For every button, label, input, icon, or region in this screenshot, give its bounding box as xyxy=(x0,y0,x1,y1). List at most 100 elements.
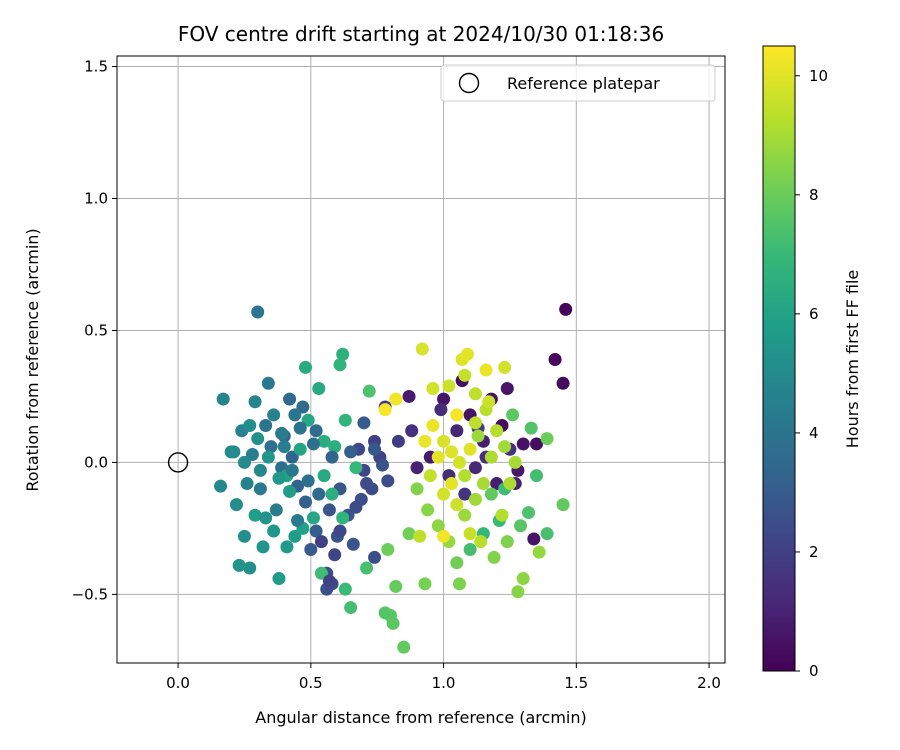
data-point xyxy=(445,445,459,459)
data-point xyxy=(261,450,275,464)
data-point xyxy=(267,408,281,422)
data-point xyxy=(506,408,520,422)
data-point xyxy=(245,448,259,462)
data-point xyxy=(458,487,472,501)
x-axis-label: Angular distance from reference (arcmin) xyxy=(255,708,586,727)
legend-label: Reference platepar xyxy=(507,74,660,93)
data-point xyxy=(514,519,528,533)
data-point xyxy=(317,434,331,448)
y-tick-label: 0.0 xyxy=(84,453,108,471)
data-point xyxy=(288,408,302,422)
data-point xyxy=(471,429,485,443)
data-point xyxy=(450,408,464,422)
data-point xyxy=(548,353,562,366)
data-point xyxy=(458,469,472,483)
y-tick-label: 1.5 xyxy=(84,58,108,76)
colorbar-tick-label: 10 xyxy=(809,67,828,85)
data-point xyxy=(532,545,546,559)
data-point xyxy=(490,424,504,438)
colorbar-tick-label: 2 xyxy=(809,543,819,561)
data-point xyxy=(312,487,326,501)
data-point xyxy=(391,434,405,448)
data-point xyxy=(468,416,482,430)
data-point xyxy=(227,445,241,459)
data-point xyxy=(452,577,466,591)
data-point xyxy=(463,543,477,557)
data-point xyxy=(540,432,554,446)
data-point xyxy=(413,529,427,543)
data-point xyxy=(376,458,390,472)
data-point xyxy=(314,535,328,549)
legend-box xyxy=(440,64,716,102)
data-point xyxy=(389,579,403,593)
data-point xyxy=(328,548,342,562)
data-point xyxy=(381,543,395,557)
data-point xyxy=(304,543,318,557)
data-point xyxy=(484,487,498,501)
colorbar-tick-label: 4 xyxy=(809,424,819,442)
y-ticks: −0.5 0.0 0.5 1.0 1.5 xyxy=(72,58,117,603)
data-point xyxy=(426,418,440,432)
data-point xyxy=(309,524,323,538)
data-point xyxy=(516,437,530,451)
data-point xyxy=(328,440,342,454)
data-point xyxy=(498,440,512,454)
data-point xyxy=(306,437,320,451)
data-point xyxy=(463,442,477,456)
reference-marker xyxy=(167,452,189,473)
data-point xyxy=(386,616,400,630)
reference-point xyxy=(167,452,189,473)
data-point xyxy=(243,561,257,575)
data-point xyxy=(253,463,267,477)
data-point xyxy=(299,495,313,509)
data-point xyxy=(293,421,307,435)
data-point xyxy=(346,537,360,551)
data-point xyxy=(482,395,496,409)
data-point xyxy=(495,508,509,522)
data-point xyxy=(524,421,538,435)
data-point xyxy=(280,540,294,554)
data-point xyxy=(556,376,570,390)
data-point xyxy=(450,424,464,438)
data-point xyxy=(283,392,297,406)
data-point xyxy=(312,382,326,396)
data-point xyxy=(468,461,482,475)
data-point xyxy=(322,503,336,517)
data-point xyxy=(349,461,363,475)
data-point xyxy=(503,477,517,491)
data-point xyxy=(261,376,275,390)
data-point xyxy=(437,392,451,406)
data-point xyxy=(378,403,392,417)
y-tick-label: 1.0 xyxy=(84,190,108,208)
data-point xyxy=(314,566,328,580)
data-point xyxy=(338,582,352,596)
data-point xyxy=(405,424,419,438)
data-point xyxy=(458,368,472,382)
data-point xyxy=(458,508,472,522)
data-point xyxy=(500,535,514,549)
colorbar-label: Hours from first FF file xyxy=(843,270,862,449)
data-point xyxy=(500,382,514,396)
data-point xyxy=(325,487,339,501)
data-point xyxy=(309,424,323,438)
data-point xyxy=(248,508,262,522)
x-tick-label: 0.5 xyxy=(299,674,323,692)
data-point xyxy=(437,529,451,543)
data-point xyxy=(421,503,435,517)
data-point xyxy=(237,455,251,469)
data-point xyxy=(445,477,459,491)
data-point xyxy=(285,450,299,464)
data-point xyxy=(214,479,228,493)
data-point xyxy=(479,363,493,377)
data-point xyxy=(251,432,265,446)
data-point xyxy=(325,450,339,464)
data-point xyxy=(556,498,570,512)
data-point xyxy=(344,601,358,615)
data-point xyxy=(450,498,464,512)
data-point xyxy=(511,585,525,599)
data-point xyxy=(272,471,286,485)
data-point xyxy=(264,440,278,454)
data-point xyxy=(474,535,488,549)
data-point xyxy=(415,342,429,356)
